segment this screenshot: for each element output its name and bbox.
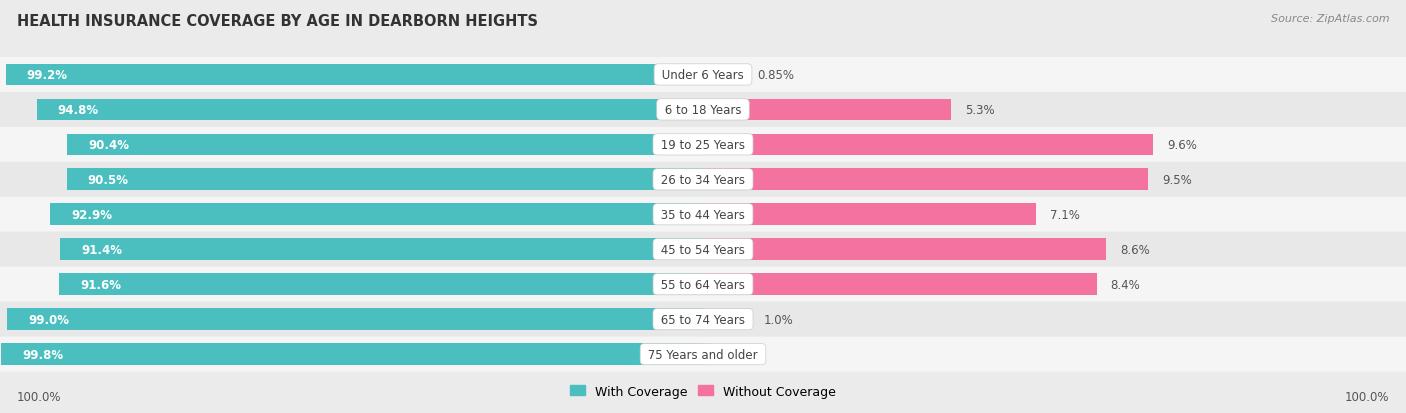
Bar — [703, 309, 749, 330]
Text: 92.9%: 92.9% — [70, 208, 112, 221]
Text: 91.6%: 91.6% — [80, 278, 121, 291]
Bar — [67, 169, 703, 191]
FancyBboxPatch shape — [0, 267, 1406, 302]
Bar — [703, 169, 1149, 191]
Text: 90.5%: 90.5% — [87, 173, 129, 186]
Text: 99.0%: 99.0% — [28, 313, 69, 326]
Text: 94.8%: 94.8% — [58, 104, 98, 116]
Text: 100.0%: 100.0% — [17, 390, 62, 403]
Text: 19 to 25 Years: 19 to 25 Years — [657, 138, 749, 152]
Text: 91.4%: 91.4% — [82, 243, 122, 256]
Bar — [703, 239, 1107, 261]
Text: 8.6%: 8.6% — [1121, 243, 1150, 256]
Text: Under 6 Years: Under 6 Years — [658, 69, 748, 82]
Text: 99.8%: 99.8% — [22, 348, 63, 361]
Text: 1.0%: 1.0% — [763, 313, 793, 326]
FancyBboxPatch shape — [0, 93, 1406, 128]
Text: 55 to 64 Years: 55 to 64 Years — [657, 278, 749, 291]
Bar — [703, 274, 1097, 295]
FancyBboxPatch shape — [0, 128, 1406, 162]
FancyBboxPatch shape — [0, 302, 1406, 337]
FancyBboxPatch shape — [0, 337, 1406, 372]
Text: 75 Years and older: 75 Years and older — [644, 348, 762, 361]
Text: 26 to 34 Years: 26 to 34 Years — [657, 173, 749, 186]
Bar — [703, 134, 1153, 156]
Text: 9.5%: 9.5% — [1163, 173, 1192, 186]
Bar — [7, 309, 703, 330]
Bar — [59, 274, 703, 295]
Text: 7.1%: 7.1% — [1050, 208, 1080, 221]
Text: 6 to 18 Years: 6 to 18 Years — [661, 104, 745, 116]
Text: 100.0%: 100.0% — [1344, 390, 1389, 403]
Bar — [1, 344, 703, 365]
Bar — [703, 99, 952, 121]
Text: HEALTH INSURANCE COVERAGE BY AGE IN DEARBORN HEIGHTS: HEALTH INSURANCE COVERAGE BY AGE IN DEAR… — [17, 14, 538, 29]
Bar — [6, 64, 703, 86]
Bar — [60, 239, 703, 261]
FancyBboxPatch shape — [0, 162, 1406, 197]
Text: Source: ZipAtlas.com: Source: ZipAtlas.com — [1271, 14, 1389, 24]
Text: 65 to 74 Years: 65 to 74 Years — [657, 313, 749, 326]
Bar — [67, 134, 703, 156]
Text: 0.85%: 0.85% — [756, 69, 794, 82]
Bar — [703, 64, 742, 86]
Text: 45 to 54 Years: 45 to 54 Years — [657, 243, 749, 256]
Bar — [37, 99, 703, 121]
Text: 9.6%: 9.6% — [1167, 138, 1197, 152]
Bar — [703, 204, 1036, 225]
Text: 90.4%: 90.4% — [89, 138, 129, 152]
FancyBboxPatch shape — [0, 197, 1406, 232]
Bar — [703, 344, 711, 365]
Text: 99.2%: 99.2% — [27, 69, 67, 82]
Text: 8.4%: 8.4% — [1111, 278, 1140, 291]
FancyBboxPatch shape — [0, 232, 1406, 267]
Text: 35 to 44 Years: 35 to 44 Years — [657, 208, 749, 221]
Legend: With Coverage, Without Coverage: With Coverage, Without Coverage — [565, 380, 841, 403]
Text: 5.3%: 5.3% — [966, 104, 995, 116]
Bar — [49, 204, 703, 225]
FancyBboxPatch shape — [0, 58, 1406, 93]
Text: 0.17%: 0.17% — [725, 348, 762, 361]
